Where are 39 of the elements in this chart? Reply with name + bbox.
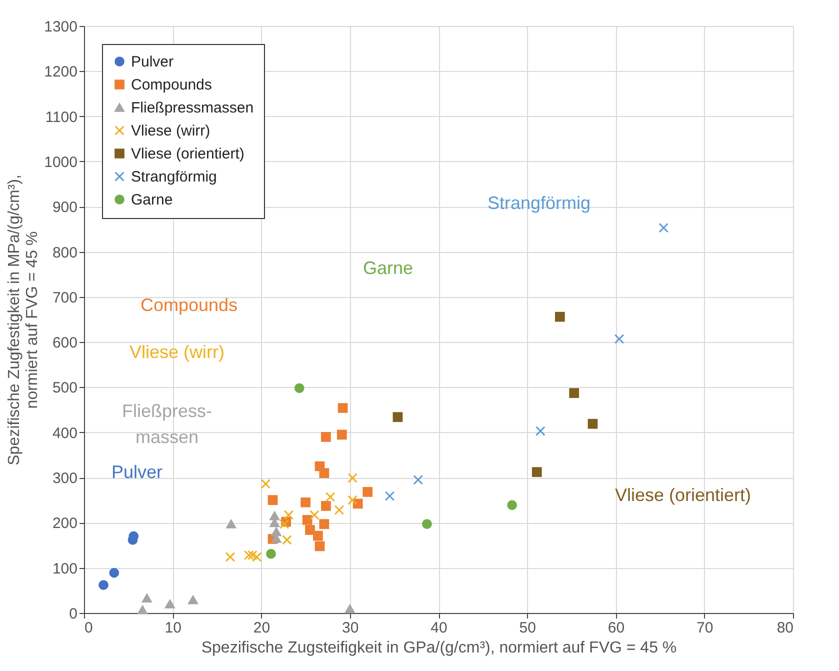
x-tick-label: 70 (696, 620, 714, 636)
x-tick-label: 80 (776, 620, 794, 636)
y-tick-label: 900 (52, 199, 78, 216)
y-tick-label: 400 (52, 424, 78, 442)
legend-label: Fließpressmassen (131, 100, 254, 116)
y-tick-label: 1200 (44, 64, 78, 81)
y-axis-title: Spezifische Zugfestigkeit in MPa/(g/cm³), normiert auf FVG = 45 % (6, 174, 42, 466)
y-tick-label: 600 (52, 334, 78, 352)
x-tick-label: 0 (84, 620, 93, 636)
annotation: Strangförmig (487, 193, 591, 213)
y-tick-label: 0 (69, 606, 78, 622)
x-tick-label: 60 (608, 620, 625, 636)
legend-label: Strangförmig (131, 168, 217, 186)
y-tick-label: 1100 (45, 108, 78, 126)
annotation: Garne (362, 258, 414, 278)
annotation: Fließpress- massen (122, 401, 212, 447)
y-tick-label: 200 (52, 515, 78, 532)
legend-label: Compounds (131, 76, 212, 94)
annotation: Vliese (wirr) (129, 342, 225, 362)
annotation: Compounds (140, 295, 238, 315)
y-tick-label: 1000 (44, 154, 78, 171)
x-tick-label: 30 (342, 620, 359, 636)
legend-label: Pulver (131, 54, 174, 70)
y-tick-label: 100 (52, 560, 78, 578)
x-axis-title: Spezifische Zugsteifigkeit in GPa/(g/cm³), normiert auf FVG = 45 % (201, 640, 677, 656)
x-tick-label: 10 (164, 620, 182, 636)
annotation: Pulver (111, 462, 163, 482)
y-tick-label: 800 (52, 244, 78, 262)
x-tick-label: 40 (430, 620, 448, 636)
y-tick-label: 300 (52, 470, 78, 488)
legend-label: Vliese (orientiert) (131, 146, 244, 162)
legend-label: Vliese (wirr) (131, 122, 210, 140)
x-tick-label: 20 (253, 620, 270, 636)
legend-label: Garne (131, 192, 173, 208)
y-tick-label: 700 (52, 289, 78, 306)
y-tick-label: 1300 (44, 18, 78, 36)
x-tick-label: 50 (519, 620, 536, 636)
annotation: Vliese (orientiert) (614, 485, 752, 505)
y-tick-label: 500 (52, 380, 78, 397)
